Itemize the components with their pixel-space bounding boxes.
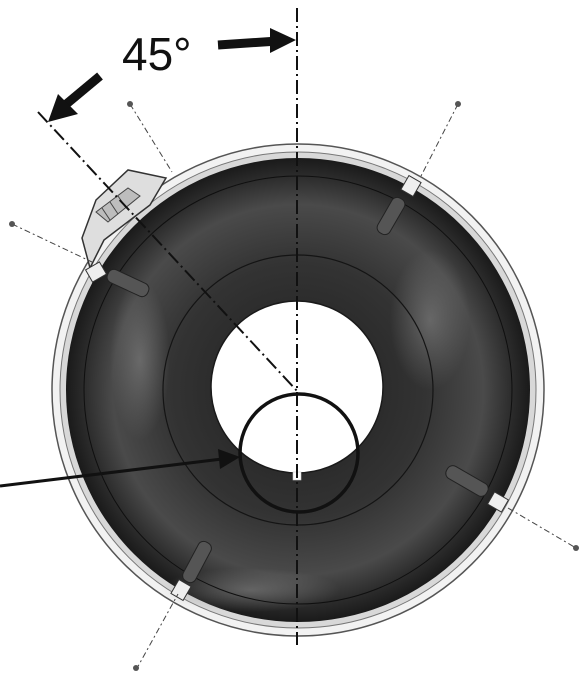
mounting-tab-right: [445, 465, 510, 513]
mounting-tab-left: [84, 261, 150, 298]
mounting-tabs: [84, 174, 510, 602]
pointer-arrow: [0, 449, 240, 488]
detail-circle: [238, 392, 360, 514]
mounting-tab-bottom: [170, 540, 212, 602]
screw-heads: [9, 101, 579, 671]
diagonal-centerline: [37, 111, 299, 393]
diagonal-pointing-arrow: [48, 72, 103, 122]
angle-label: 45°: [122, 28, 192, 80]
right-pointing-arrow: [217, 28, 296, 53]
fastener-guides: [11, 103, 577, 671]
mounting-tab-upper-right: [376, 174, 422, 236]
